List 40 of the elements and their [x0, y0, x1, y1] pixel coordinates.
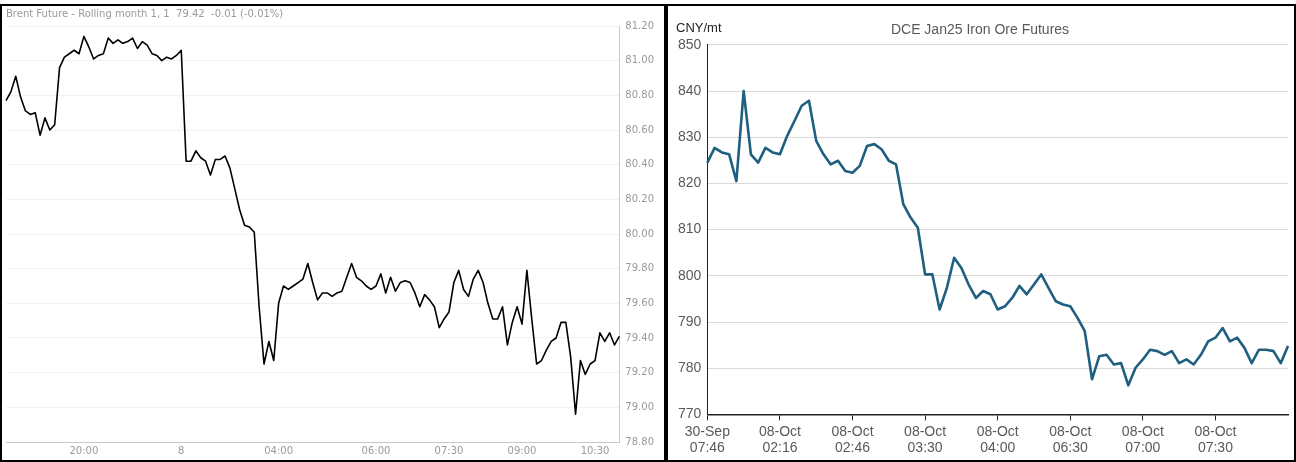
y-tick-label: 80.40 — [625, 158, 655, 170]
y-tick-label: 78.80 — [625, 435, 655, 447]
y-tick-label: 80.00 — [625, 227, 655, 239]
y-tick-label: 820 — [678, 174, 702, 191]
y-tick-label: 850 — [678, 35, 702, 52]
chart-title: DCE Jan25 Iron Ore Futures — [890, 21, 1070, 38]
y-axis-title: CNY/mt — [676, 19, 722, 35]
y-tick-label: 810 — [678, 220, 702, 237]
x-tick-label: 04:00 — [264, 444, 294, 456]
chart-title: Brent Future - Rolling month 1, 1 79.42 -0.01 (-0.01%) — [6, 7, 284, 19]
y-tick-label: 800 — [678, 266, 702, 283]
y-tick-label: 80.20 — [625, 192, 655, 204]
y-tick-label: 79.00 — [625, 400, 655, 412]
y-tick-label: 780 — [678, 359, 702, 376]
y-tick-label: 840 — [678, 81, 702, 98]
y-tick-label: 770 — [678, 405, 702, 422]
y-tick-label: 81.00 — [625, 54, 655, 66]
y-tick-label: 79.60 — [625, 296, 655, 308]
x-tick-label: 08-Oct 02:16 — [758, 422, 802, 456]
y-tick-label: 80.60 — [625, 123, 655, 135]
x-tick-label: 20:00 — [69, 444, 99, 456]
x-tick-label: 09:00 — [507, 444, 537, 456]
y-tick-label: 79.20 — [625, 366, 655, 378]
y-tick-label: 81.20 — [625, 19, 655, 31]
x-tick-label: 8 — [178, 444, 185, 456]
x-tick-label: 08-Oct 07:30 — [1194, 422, 1237, 456]
y-tick-label: 79.80 — [625, 262, 655, 274]
y-tick-label: 830 — [678, 128, 702, 145]
x-tick-label: 06:00 — [361, 444, 391, 456]
y-tick-label: 79.40 — [625, 331, 655, 343]
x-tick-label: 10:30 — [580, 444, 610, 456]
y-tick-label: 790 — [678, 312, 702, 329]
x-tick-label: 30-Sep 07:46 — [684, 422, 731, 456]
x-tick-label: 08-Oct 06:30 — [1049, 422, 1092, 456]
x-tick-label: 08-Oct 02:46 — [831, 422, 874, 456]
x-tick-label: 08-Oct 03:30 — [904, 422, 947, 456]
x-tick-label: 07:30 — [434, 444, 464, 456]
y-tick-label: 80.80 — [625, 88, 655, 100]
x-tick-label: 08-Oct 04:00 — [976, 422, 1019, 456]
x-tick-label: 08-Oct 07:00 — [1121, 422, 1164, 456]
